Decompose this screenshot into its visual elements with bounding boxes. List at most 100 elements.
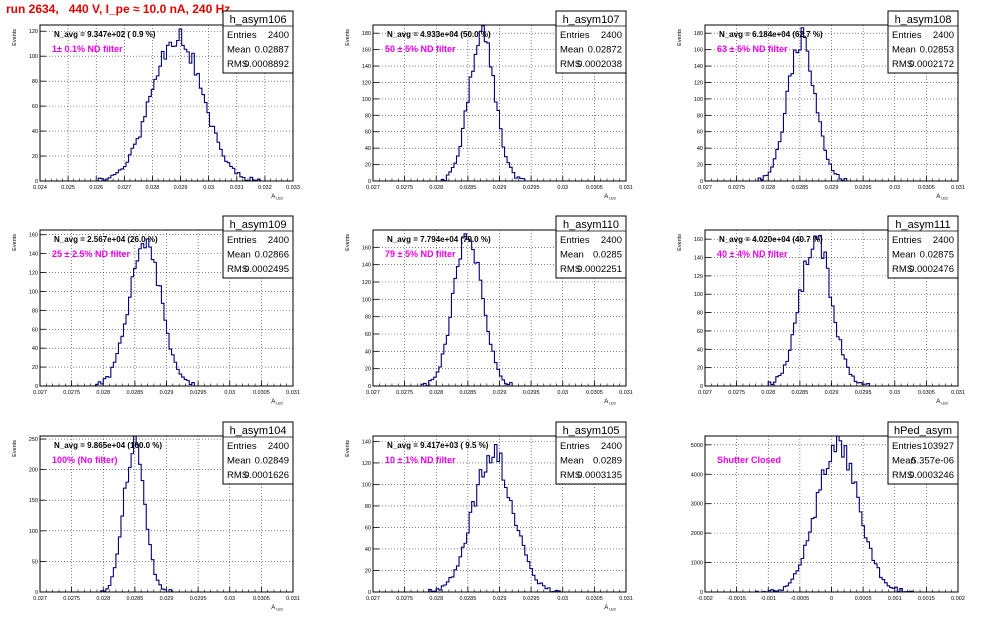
stats-key: RMS xyxy=(227,264,248,275)
stats-key: RMS xyxy=(892,59,913,70)
y-tick-label: 2000 xyxy=(691,531,703,537)
y-tick-label: 80 xyxy=(32,308,38,314)
x-tick-label: 0.029 xyxy=(160,596,174,602)
stats-title: h_asym108 xyxy=(895,14,952,26)
x-tick-label: 0.028 xyxy=(429,596,443,602)
navg-label: N_avg = 9.865e+04 (100.0 %) xyxy=(54,441,162,450)
x-axis-title: A LED xyxy=(271,605,283,612)
x-axis-title: A LED xyxy=(604,605,616,612)
stats-key: Entries xyxy=(560,441,590,452)
x-tick-label: 0.0305 xyxy=(918,185,935,191)
navg-label: N_avg = 2.567e+04 (26.0 %) xyxy=(54,235,158,244)
stats-box xyxy=(555,215,627,279)
y-tick-label: 20 xyxy=(32,154,38,160)
x-tick-label: 0.0275 xyxy=(396,185,413,191)
x-tick-label: 0.0295 xyxy=(190,390,207,396)
stats-value: 0.02875 xyxy=(920,250,954,261)
x-tick-label: 0.027 xyxy=(33,596,47,602)
stats-key: Entries xyxy=(892,235,922,246)
histogram-panel-h-asym106: 0.024 0.025 0.026 0.027 0.028 0.029 0.03 0.031 0… xyxy=(12,10,300,201)
x-tick-label: 0.031 xyxy=(619,596,633,602)
stats-value: 0.0001626 xyxy=(244,470,289,481)
x-tick-label: 0.027 xyxy=(366,596,380,602)
x-tick-label: 0.0295 xyxy=(523,390,540,396)
stats-key: RMS xyxy=(560,59,581,70)
stats-value: 2400 xyxy=(933,30,954,41)
stats-box xyxy=(222,421,294,485)
x-tick-label: 0.027 xyxy=(33,390,47,396)
y-tick-label: 120 xyxy=(29,271,38,277)
x-tick-label: 0.031 xyxy=(619,185,633,191)
stats-value: 2400 xyxy=(933,235,954,246)
x-tick-label: 0.025 xyxy=(61,185,75,191)
y-tick-label: 150 xyxy=(29,498,38,504)
histogram-panel-h-asym111: 0.027 0.0275 0.028 0.0285 0.029 0.0295 0.03 0.0… xyxy=(677,215,965,406)
x-tick-label: 0.028 xyxy=(96,596,110,602)
x-tick-label: 0.03 xyxy=(889,185,900,191)
y-tick-label: 60 xyxy=(32,104,38,110)
stats-key: RMS xyxy=(892,470,913,481)
y-axis-title: Events xyxy=(345,234,351,251)
x-tick-label: 0.031 xyxy=(286,390,300,396)
x-tick-label: 0.026 xyxy=(89,185,103,191)
y-tick-label: 60 xyxy=(365,130,371,136)
filter-label: 40 ± 4% ND filter xyxy=(717,249,788,259)
histogram-panel-h-asym108: 0.027 0.0275 0.028 0.0285 0.029 0.0295 0.03 0.0… xyxy=(677,10,965,201)
stats-box xyxy=(555,10,627,74)
plot-frame xyxy=(372,229,627,387)
x-tick-label: 0.0285 xyxy=(459,185,476,191)
x-tick-label: 0.029 xyxy=(493,185,507,191)
x-tick-label: 0.0275 xyxy=(63,390,80,396)
stats-value: 5.357e-06 xyxy=(911,456,954,467)
y-tick-label: 80 xyxy=(365,315,371,321)
stats-box xyxy=(555,421,627,485)
y-tick-label: 100 xyxy=(694,97,703,103)
filter-label: 50 ± 5% ND filter xyxy=(385,44,456,54)
y-tick-label: 0 xyxy=(35,179,38,185)
x-tick-label: 0.0285 xyxy=(791,390,808,396)
x-tick-label: -0.0015 xyxy=(727,596,746,602)
y-tick-label: 100 xyxy=(29,54,38,60)
x-tick-label: 0.0275 xyxy=(728,390,745,396)
x-axis-title: A LED xyxy=(271,194,283,201)
x-tick-label: 0.0285 xyxy=(459,596,476,602)
x-tick-label: 0.027 xyxy=(366,185,380,191)
x-tick-label: 0.0295 xyxy=(855,390,872,396)
y-tick-label: 40 xyxy=(365,349,371,355)
stats-key: Entries xyxy=(227,30,257,41)
y-axis-title: Events xyxy=(12,29,18,46)
stats-key: Mean xyxy=(227,250,251,261)
x-tick-label: 0.029 xyxy=(493,596,507,602)
filter-label: 79 ± 5% ND filter xyxy=(385,249,456,259)
y-tick-label: 100 xyxy=(362,97,371,103)
x-tick-label: 0.033 xyxy=(286,185,300,191)
stats-value: 2400 xyxy=(268,235,289,246)
navg-label: N_avg = 4.020e+04 (40.7 %) xyxy=(719,235,823,244)
x-tick-label: 0.001 xyxy=(888,596,902,602)
x-tick-label: 0.0305 xyxy=(253,596,270,602)
y-tick-label: 5000 xyxy=(691,443,703,449)
y-tick-label: 4000 xyxy=(691,472,703,478)
y-tick-label: 20 xyxy=(365,568,371,574)
histogram-panel-h-asym105: 0.027 0.0275 0.028 0.0285 0.029 0.0295 0.03 0.0… xyxy=(345,421,633,612)
stats-key: RMS xyxy=(892,264,913,275)
plot-frame xyxy=(372,24,627,182)
y-tick-label: 0 xyxy=(700,179,703,185)
x-axis-title: A LED xyxy=(936,399,948,406)
x-axis-title: A LED xyxy=(936,194,948,201)
stats-value: 2400 xyxy=(268,441,289,452)
filter-label: 1± 0.1% ND filter xyxy=(52,44,123,54)
y-tick-label: 140 xyxy=(694,256,703,262)
y-tick-label: 40 xyxy=(365,547,371,553)
y-tick-label: 160 xyxy=(362,48,371,54)
filter-label: Shutter Closed xyxy=(717,455,781,465)
y-tick-label: 140 xyxy=(694,64,703,70)
x-tick-label: 0.029 xyxy=(160,390,174,396)
histogram-panel-h-asym110: 0.027 0.0275 0.028 0.0285 0.029 0.0295 0.03 0.0… xyxy=(345,215,633,406)
x-tick-label: 0.0305 xyxy=(253,390,270,396)
x-tick-label: 0.028 xyxy=(96,390,110,396)
y-tick-label: 160 xyxy=(694,48,703,54)
stats-key: Entries xyxy=(892,30,922,41)
x-tick-label: 0.028 xyxy=(146,185,160,191)
